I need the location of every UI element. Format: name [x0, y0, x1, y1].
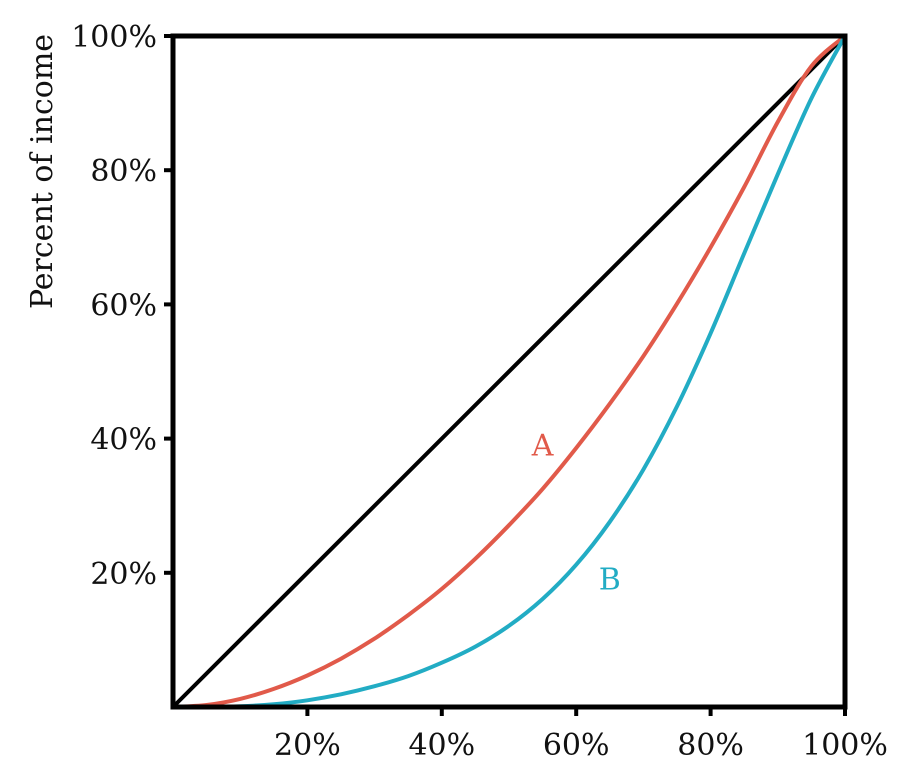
series-b-line	[171, 34, 847, 710]
labels-layer: 20% 40% 60% 80% 100% 20% 40% 60% 80% 100% A B	[71, 20, 888, 763]
x-tick-label: 20%	[274, 728, 341, 763]
curve-label-a: A	[531, 428, 554, 463]
y-axis-title: Percent of income	[25, 34, 60, 309]
equality-line	[171, 34, 847, 709]
y-tick-label: 100%	[71, 20, 157, 55]
plot-frame	[170, 33, 848, 710]
y-tick-label: 60%	[90, 288, 157, 323]
x-tick-label: 60%	[543, 728, 610, 763]
y-tick-label: 40%	[90, 423, 157, 458]
curve-label-b: B	[599, 563, 621, 598]
x-tick-label: 100%	[802, 728, 888, 763]
curves-layer	[171, 34, 847, 710]
series-a-line	[171, 34, 847, 709]
y-tick-label: 80%	[90, 154, 157, 189]
x-tick-label: 40%	[408, 728, 475, 763]
x-tick-label: 80%	[677, 728, 744, 763]
y-tick-label: 20%	[90, 557, 157, 592]
